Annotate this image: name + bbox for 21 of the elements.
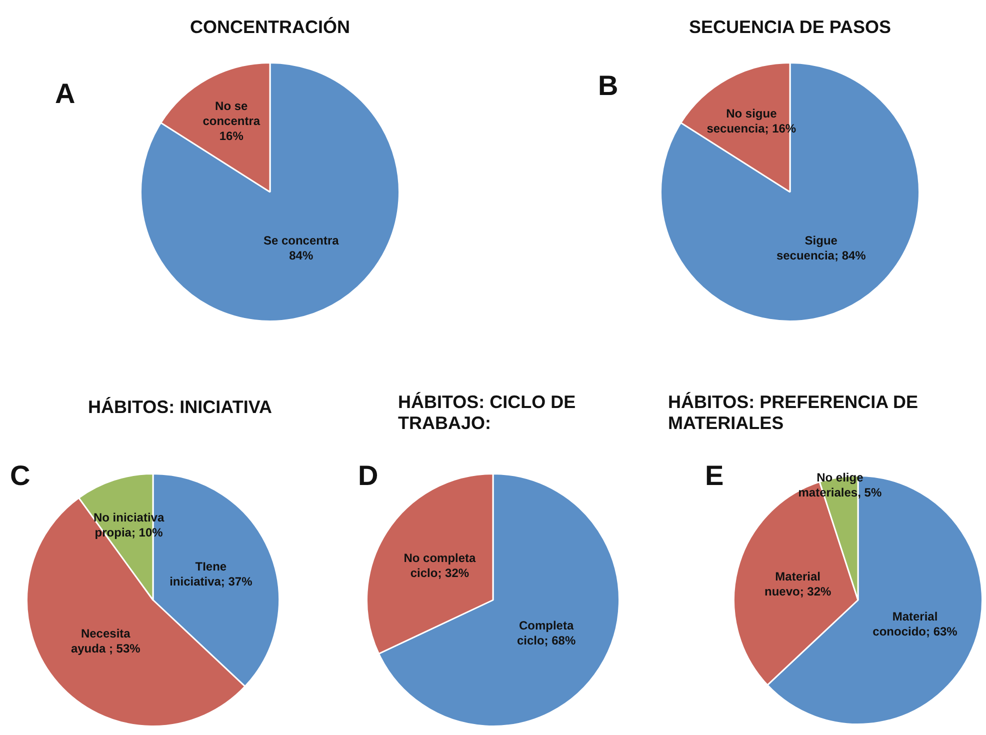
text: B — [598, 70, 618, 102]
slice-label: No completa ciclo; 32% — [404, 550, 476, 580]
data-label: 16% — [219, 129, 244, 144]
slice-label: Se concentra — [263, 233, 340, 248]
slice-label: TIene iniciativa; 37% — [170, 560, 253, 589]
text: A — [55, 78, 76, 110]
slice-label: Material nuevo; 32% — [764, 569, 832, 598]
data-label: 84% — [289, 248, 314, 262]
chart-title: HÁBITOS: INICIATIVA — [87, 397, 273, 418]
chart-title: HÁBITOS: PREFERENCIA DE MATERIALES — [668, 392, 920, 434]
text: E — [705, 460, 724, 492]
text: D — [358, 460, 378, 492]
slice-label: Sigue secuencia; 84% — [776, 233, 866, 262]
slice-label: No se concentra — [202, 99, 260, 128]
slice-label: Material conocido; 63% — [872, 609, 958, 638]
chart-title: CONCENTRACIÓN — [189, 17, 351, 38]
slice-label: Necesita ayuda ; 53% — [70, 626, 141, 656]
chart-title: HÁBITOS: CICLO DE TRABAJO: — [398, 392, 577, 434]
text: C — [10, 460, 30, 492]
slice-label: Completa ciclo; 68% — [516, 618, 576, 648]
chart-title: SECUENCIA DE PASOS — [688, 17, 892, 38]
